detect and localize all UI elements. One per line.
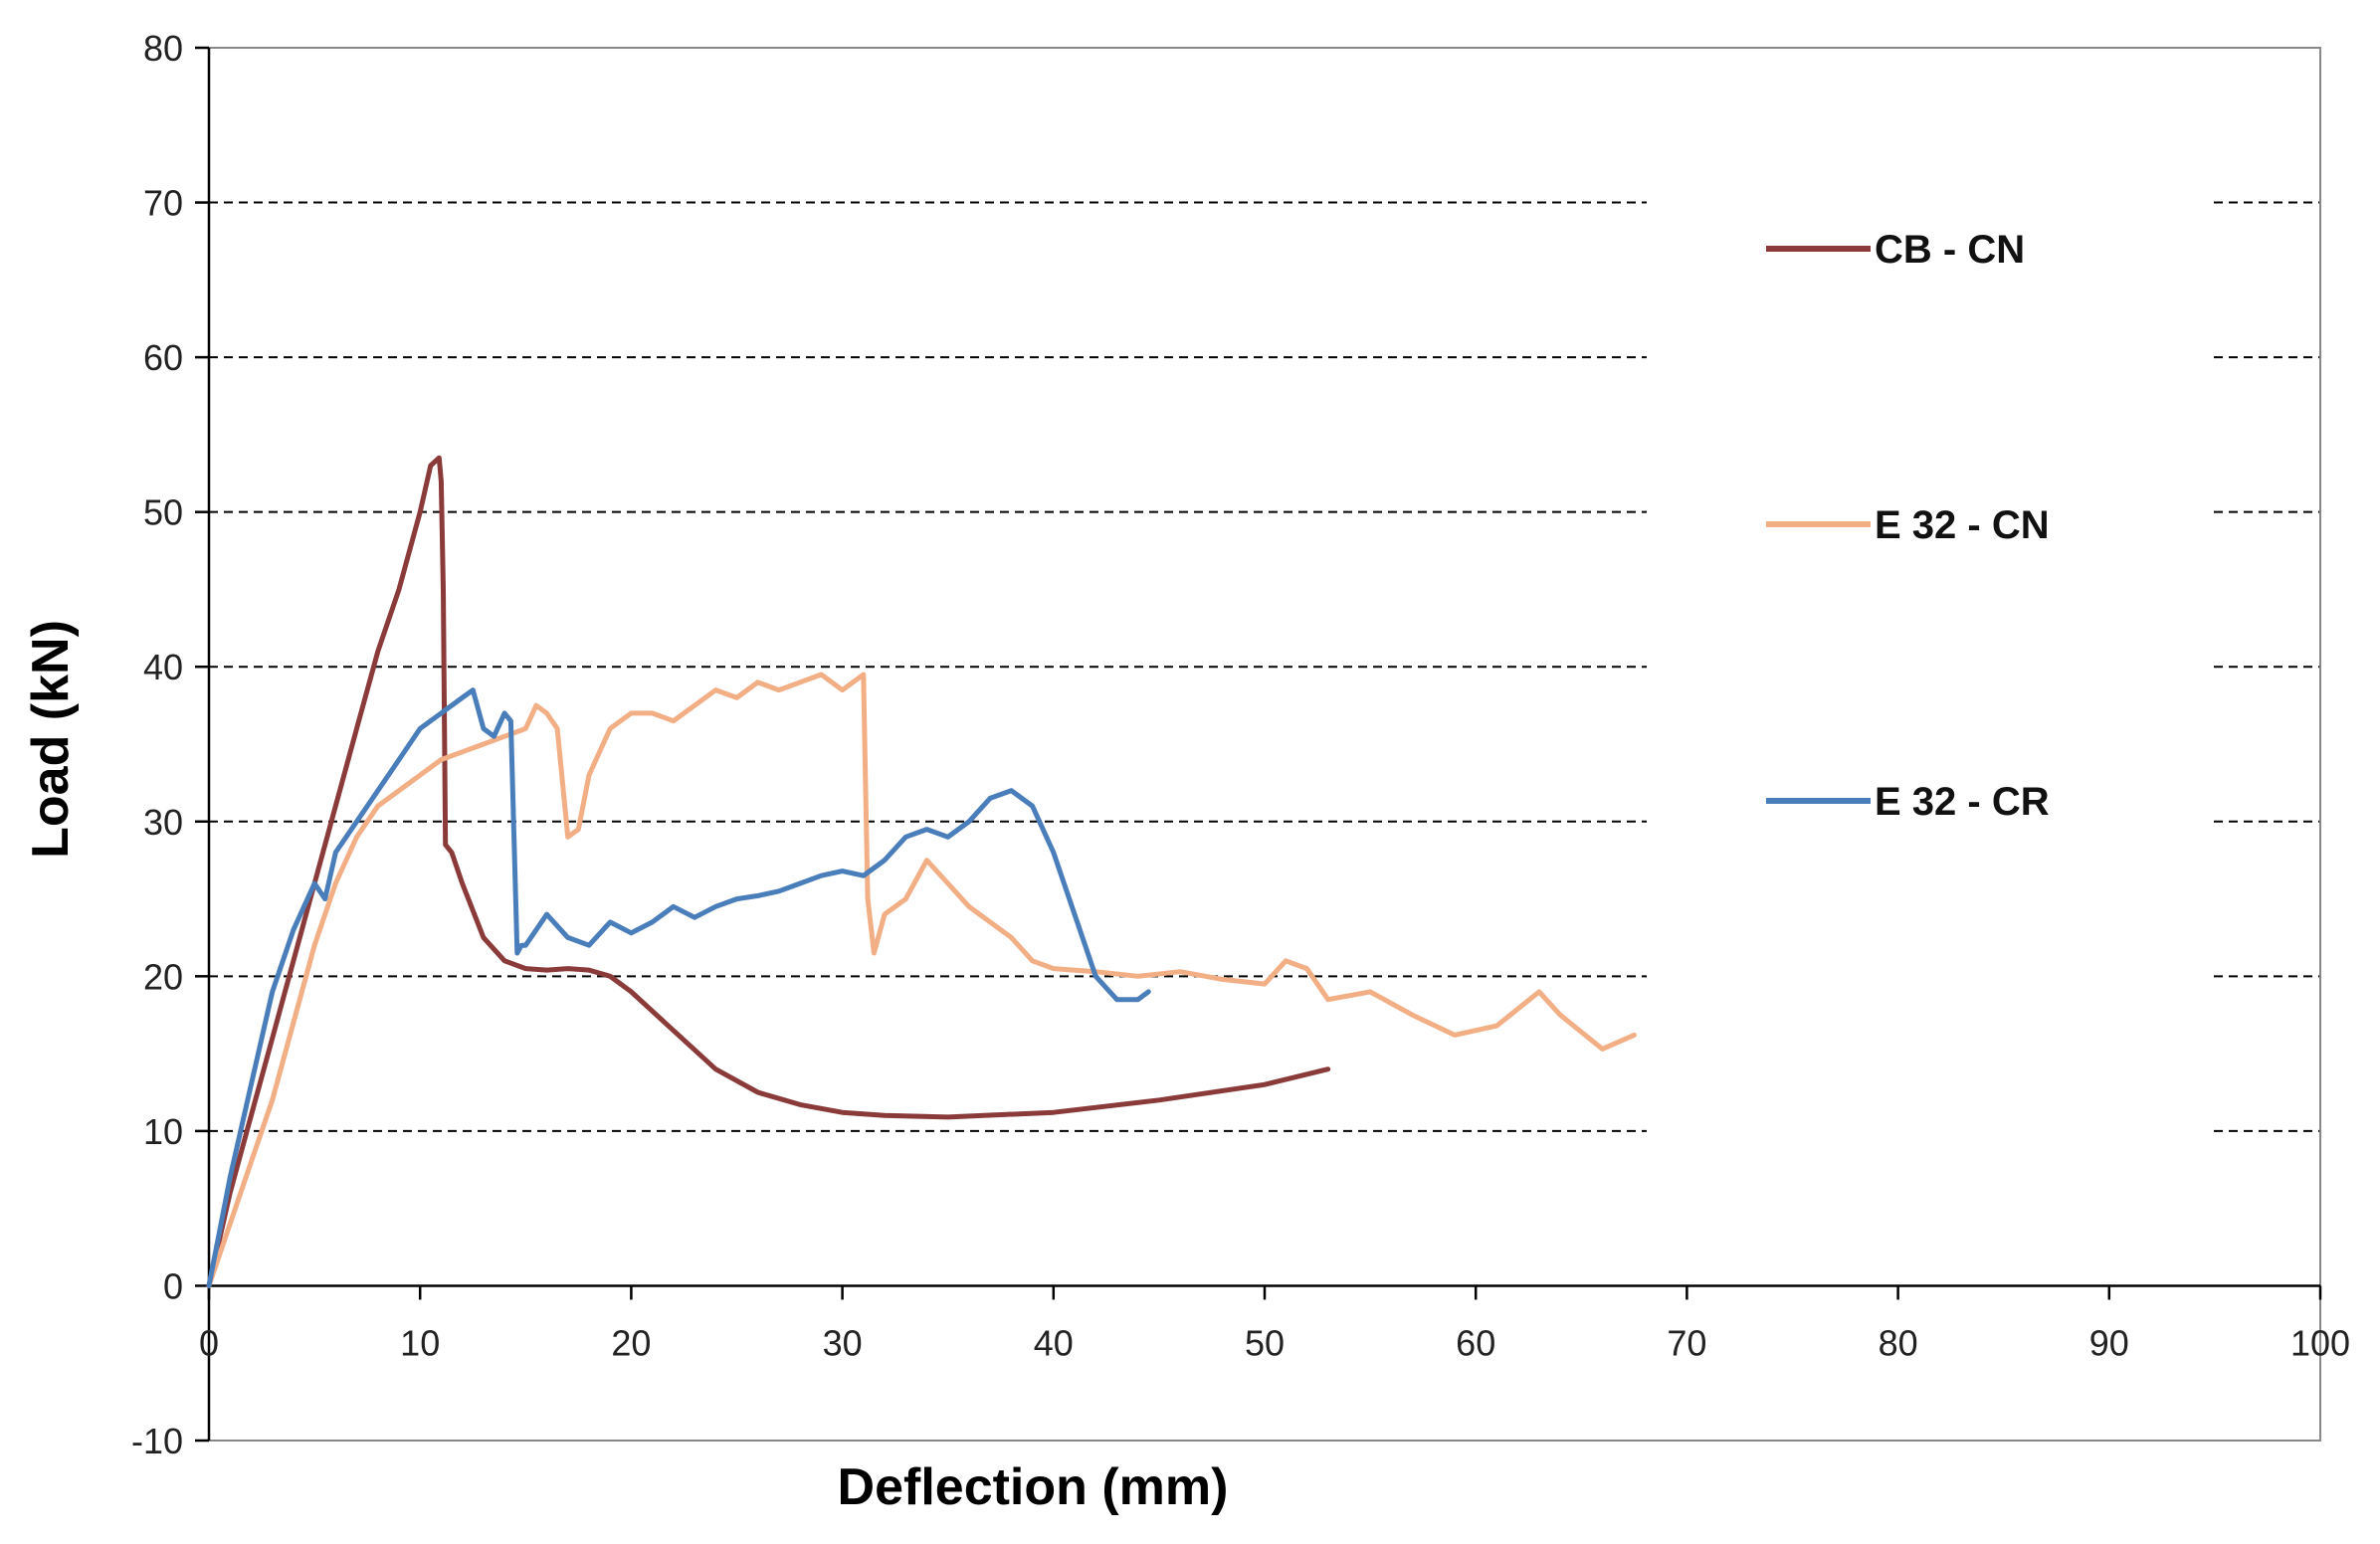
x-tick-label: 50: [1245, 1322, 1285, 1363]
y-tick-label: 50: [143, 492, 183, 533]
x-tick-label: 10: [400, 1322, 440, 1363]
y-tick-label: 20: [143, 956, 183, 997]
axes: [195, 46, 2322, 1443]
gridlines: [209, 201, 2320, 1132]
x-tick-label: 70: [1667, 1322, 1706, 1363]
y-axis-title: Load (kN): [22, 620, 80, 859]
x-tick-label: 80: [1879, 1322, 1918, 1363]
y-tick-label: 0: [163, 1265, 183, 1306]
x-tick-label: 40: [1034, 1322, 1074, 1363]
y-tick-label: 80: [143, 28, 183, 69]
legend-label: CB - CN: [1875, 228, 2025, 272]
y-tick-label: -10: [131, 1421, 183, 1461]
legend-item: CB - CN: [1766, 228, 2025, 272]
legend-item: E 32 - CN: [1766, 503, 2050, 547]
y-tick-label: 40: [143, 647, 183, 687]
legend-label: E 32 - CR: [1875, 780, 2050, 824]
x-tick-label: 20: [611, 1322, 651, 1363]
x-tick-label: 60: [1456, 1322, 1495, 1363]
x-tick-label: 100: [2290, 1322, 2350, 1363]
series-lines: [206, 455, 1637, 1288]
x-tick-label: 30: [823, 1322, 863, 1363]
legend-item: E 32 - CR: [1766, 780, 2050, 824]
legend: CB - CN E 32 - CN E 32 - CR: [1766, 228, 2050, 824]
y-tick-label: 60: [143, 337, 183, 378]
x-tick-label: 0: [199, 1322, 219, 1363]
x-axis-title: Deflection (mm): [838, 1458, 1229, 1516]
y-tick-label: 10: [143, 1111, 183, 1152]
series-line-e32-cn: [206, 672, 1637, 1288]
x-tick-label: 90: [2089, 1322, 2129, 1363]
legend-label: E 32 - CN: [1875, 503, 2050, 547]
y-tick-label: 70: [143, 183, 183, 224]
y-tick-label: 30: [143, 802, 183, 843]
tick-labels: -10 0 10 20 30 40 50 60 70 80 0 10 20 30 40 50 60 70 80 90 1…: [131, 28, 2350, 1461]
series-line-cb-cn: [206, 455, 1331, 1288]
series-line-e32-cr: [206, 687, 1151, 1288]
